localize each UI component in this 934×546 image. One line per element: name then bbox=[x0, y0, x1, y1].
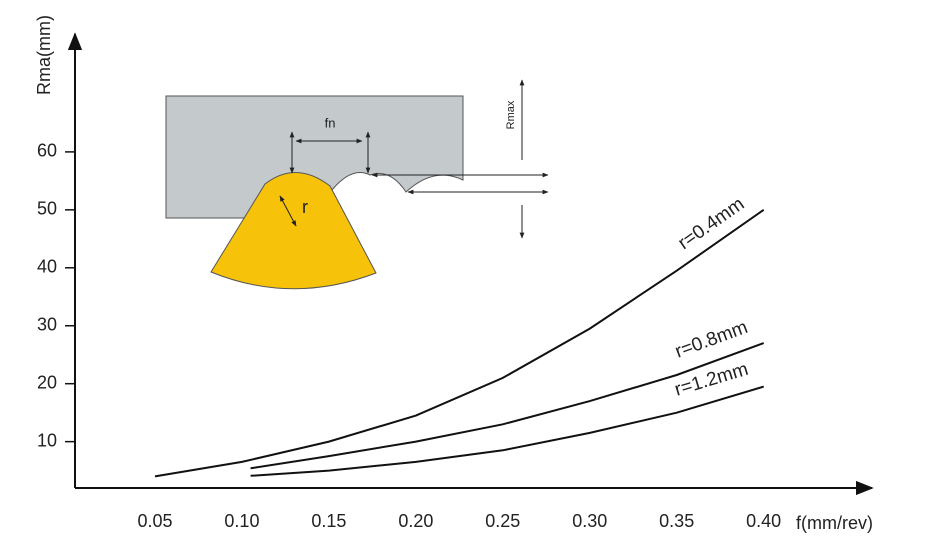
y-tick-label: 50 bbox=[37, 199, 57, 219]
x-tick-label: 0.30 bbox=[572, 511, 607, 531]
arrow bbox=[279, 195, 297, 227]
x-tick-label: 0.35 bbox=[659, 511, 694, 531]
inset-label: r bbox=[302, 197, 308, 217]
x-tick-label: 0.10 bbox=[224, 511, 259, 531]
y-tick-label: 10 bbox=[37, 430, 57, 450]
x-tick-label: 0.15 bbox=[311, 511, 346, 531]
tool-insert bbox=[210, 172, 377, 290]
x-axis-label: f(mm/rev) bbox=[796, 513, 873, 533]
inset-label: Rmax bbox=[505, 100, 517, 129]
y-axis-label: Rma(mm) bbox=[34, 15, 54, 95]
x-tick-label: 0.05 bbox=[137, 511, 172, 531]
x-tick-label: 0.40 bbox=[746, 511, 781, 531]
series-line bbox=[154, 208, 765, 478]
inset-diagram: fn r Rmax bbox=[165, 79, 549, 290]
series-line bbox=[250, 385, 764, 477]
series-label: r=0.8mm bbox=[672, 317, 750, 363]
y-tick-label: 20 bbox=[37, 372, 57, 392]
y-tick-label: 40 bbox=[37, 257, 57, 277]
x-tick-label: 0.25 bbox=[485, 511, 520, 531]
y-tick-label: 60 bbox=[37, 141, 57, 161]
series-label: r=0.4mm bbox=[674, 194, 748, 255]
y-tick-label: 30 bbox=[37, 314, 57, 334]
x-tick-label: 0.20 bbox=[398, 511, 433, 531]
series-line bbox=[250, 342, 765, 470]
inset-label: fn bbox=[325, 115, 336, 130]
